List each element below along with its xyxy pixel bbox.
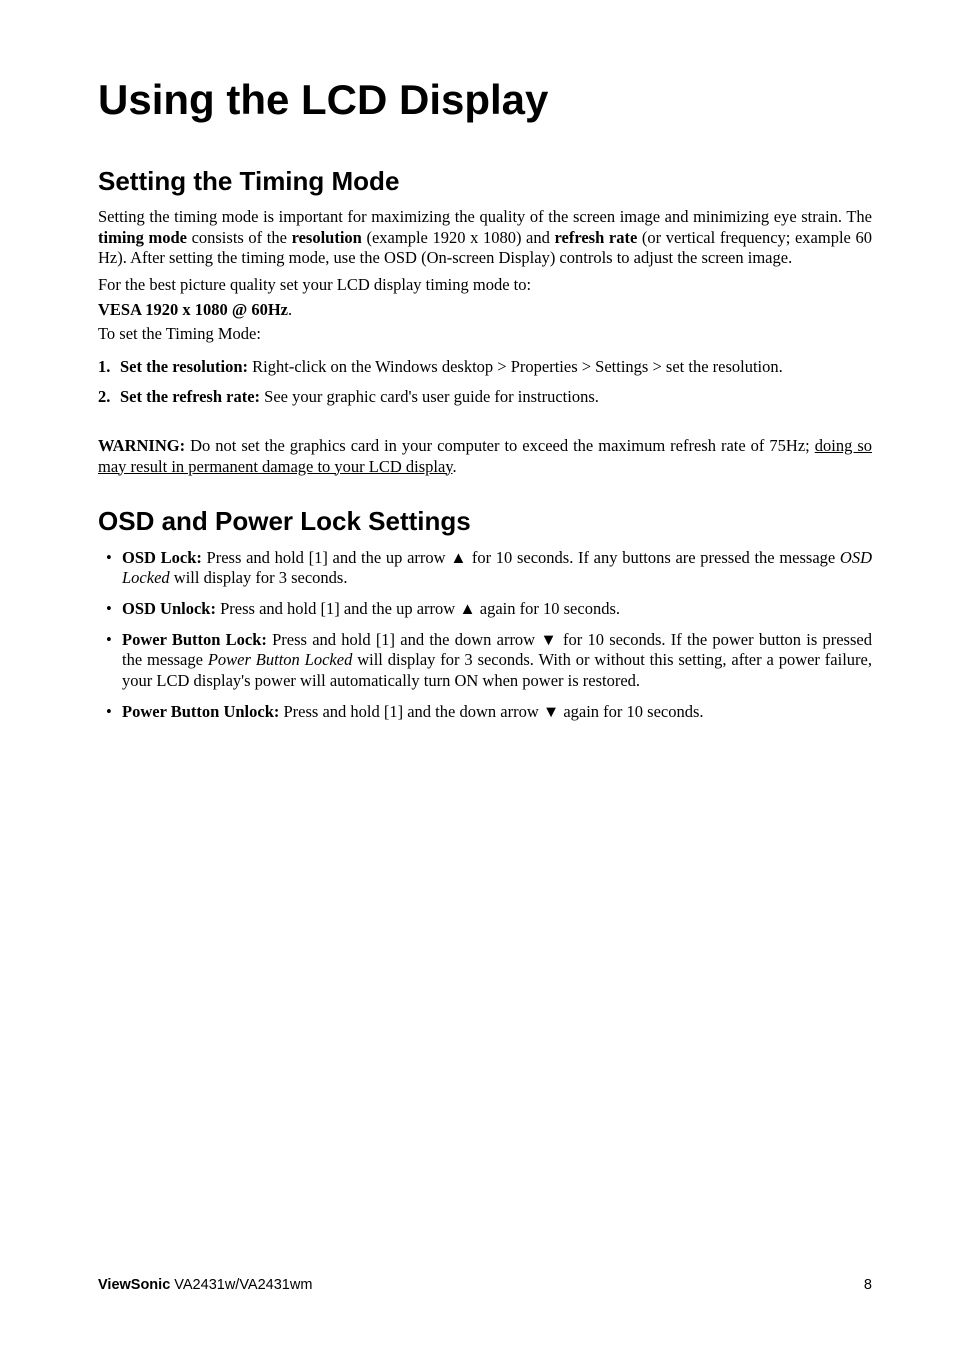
to-set-line: To set the Timing Mode: <box>98 324 872 345</box>
text: . <box>288 300 292 319</box>
bullet-text: Power Button Lock: Press and hold [1] an… <box>122 630 872 692</box>
text: will display for 3 seconds. <box>170 568 348 587</box>
step-1: 1. Set the resolution: Right-click on th… <box>98 357 872 378</box>
term-resolution: resolution <box>292 228 362 247</box>
timing-intro-paragraph: Setting the timing mode is important for… <box>98 207 872 269</box>
step-label: Set the refresh rate: <box>120 387 260 406</box>
footer-model: VA2431w/VA2431wm <box>170 1277 312 1293</box>
page-footer: ViewSonic VA2431w/VA2431wm 8 <box>98 1276 872 1294</box>
text: Do not set the graphics card in your com… <box>185 436 815 455</box>
vesa-line: VESA 1920 x 1080 @ 60Hz. <box>98 300 872 321</box>
footer-page-number: 8 <box>864 1276 872 1294</box>
bullet-power-lock: • Power Button Lock: Press and hold [1] … <box>106 630 872 692</box>
item-label: Power Button Unlock: <box>122 702 279 721</box>
warning-label: WARNING: <box>98 436 185 455</box>
footer-left: ViewSonic VA2431w/VA2431wm <box>98 1276 312 1294</box>
step-label: Set the resolution: <box>120 357 248 376</box>
item-label: Power Button Lock: <box>122 630 267 649</box>
step-number: 1. <box>98 357 120 378</box>
text: for 10 seconds. If any buttons are press… <box>467 548 840 567</box>
text: again for 10 seconds. <box>476 599 620 618</box>
text: consists of the <box>187 228 292 247</box>
text: Setting the timing mode is important for… <box>98 207 872 226</box>
section-heading-timing: Setting the Timing Mode <box>98 165 872 198</box>
section-heading-osd: OSD and Power Lock Settings <box>98 505 872 538</box>
bullet-osd-unlock: • OSD Unlock: Press and hold [1] and the… <box>106 599 872 620</box>
term-timing-mode: timing mode <box>98 228 187 247</box>
text: Press and hold [1] and the down arrow <box>279 702 542 721</box>
bullet-text: Power Button Unlock: Press and hold [1] … <box>122 702 872 723</box>
item-label: OSD Lock: <box>122 548 202 567</box>
bullet-dot: • <box>106 548 122 589</box>
text: See your graphic card's user guide for i… <box>260 387 599 406</box>
step-2: 2. Set the refresh rate: See your graphi… <box>98 387 872 408</box>
footer-brand: ViewSonic <box>98 1277 170 1293</box>
bullet-text: OSD Unlock: Press and hold [1] and the u… <box>122 599 872 620</box>
step-number: 2. <box>98 387 120 408</box>
up-arrow-icon: ▲ <box>450 549 467 567</box>
item-label: OSD Unlock: <box>122 599 216 618</box>
step-text: Set the refresh rate: See your graphic c… <box>120 387 872 408</box>
warning-paragraph: WARNING: Do not set the graphics card in… <box>98 436 872 477</box>
text: Press and hold [1] and the down arrow <box>267 630 540 649</box>
down-arrow-icon: ▼ <box>543 703 559 721</box>
text: (example 1920 x 1080) and <box>362 228 555 247</box>
text: . <box>453 457 457 476</box>
text: Press and hold [1] and the up arrow <box>216 599 459 618</box>
text: again for 10 seconds. <box>559 702 703 721</box>
message-text: Power Button Locked <box>208 650 353 669</box>
vesa-mode: VESA 1920 x 1080 @ 60Hz <box>98 300 288 319</box>
up-arrow-icon: ▲ <box>459 600 475 618</box>
bullet-dot: • <box>106 630 122 692</box>
bullet-dot: • <box>106 599 122 620</box>
step-text: Set the resolution: Right-click on the W… <box>120 357 872 378</box>
bullet-osd-lock: • OSD Lock: Press and hold [1] and the u… <box>106 548 872 589</box>
down-arrow-icon: ▼ <box>540 631 557 649</box>
term-refresh-rate: refresh rate <box>554 228 637 247</box>
bullet-power-unlock: • Power Button Unlock: Press and hold [1… <box>106 702 872 723</box>
text: Press and hold [1] and the up arrow <box>202 548 450 567</box>
best-quality-line: For the best picture quality set your LC… <box>98 275 872 296</box>
bullet-text: OSD Lock: Press and hold [1] and the up … <box>122 548 872 589</box>
bullet-dot: • <box>106 702 122 723</box>
text: Right-click on the Windows desktop > Pro… <box>248 357 783 376</box>
page-title: Using the LCD Display <box>98 74 872 127</box>
